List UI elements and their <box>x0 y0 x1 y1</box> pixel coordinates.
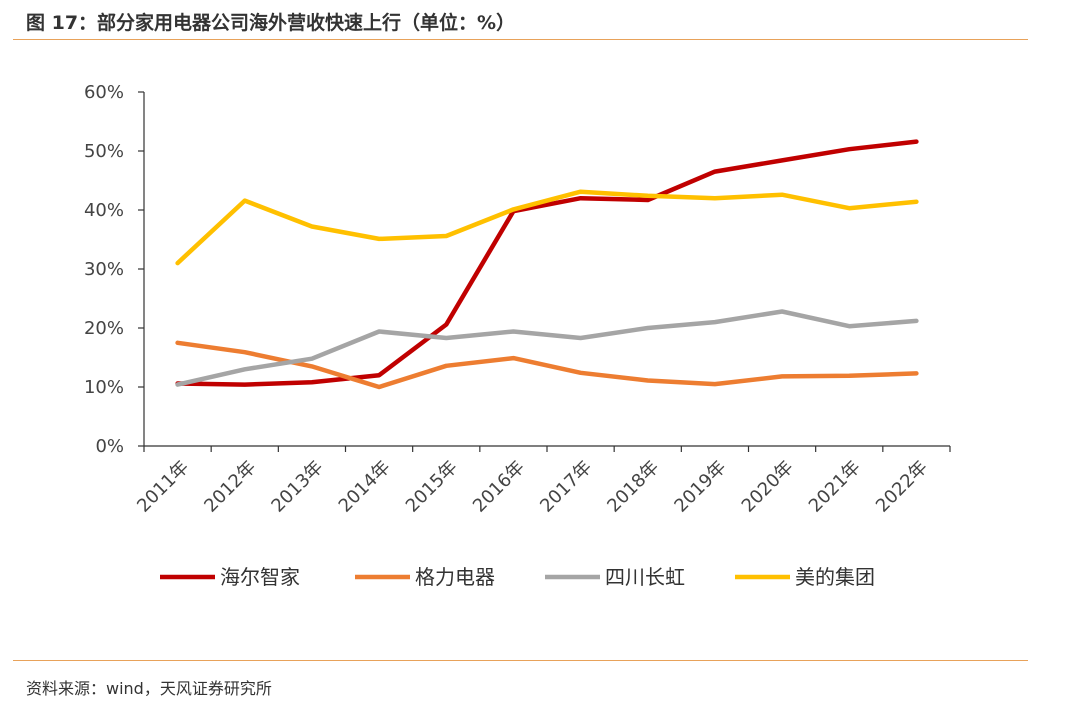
chart-series <box>175 139 919 390</box>
x-tick-label: 2022年 <box>872 457 932 517</box>
x-tick-label: 2021年 <box>805 457 865 517</box>
y-tick-label: 40% <box>84 200 124 221</box>
y-tick-label: 50% <box>84 141 124 162</box>
x-tick-label: 2012年 <box>200 457 260 517</box>
legend-label: 美的集团 <box>795 565 875 589</box>
series-line <box>175 340 919 390</box>
x-tick-label: 2017年 <box>536 457 596 517</box>
top-divider <box>13 39 1028 40</box>
x-tick-label: 2019年 <box>670 457 730 517</box>
y-tick-label: 60% <box>84 82 124 103</box>
x-tick-label: 2020年 <box>738 457 798 517</box>
source-note: 资料来源：wind，天风证券研究所 <box>26 679 272 698</box>
chart-axes: 0% 10% 20% 30% 40% 50% 60% 2011年 2012年 2013年 2014年… <box>84 82 951 517</box>
y-tick-label: 0% <box>95 436 124 457</box>
series-line <box>175 189 919 266</box>
y-tick-label: 30% <box>84 259 124 280</box>
x-tick-label: 2018年 <box>603 457 663 517</box>
y-tick-label: 20% <box>84 318 124 339</box>
x-tick-label: 2015年 <box>402 457 462 517</box>
chart-legend: 海尔智家 格力电器 四川长虹 美的集团 <box>160 565 875 589</box>
x-tick-label: 2011年 <box>133 457 193 517</box>
x-tick-label: 2016年 <box>469 457 529 517</box>
series-line <box>175 139 919 387</box>
x-tick-label: 2014年 <box>335 457 395 517</box>
legend-label: 海尔智家 <box>220 565 300 589</box>
legend-label: 格力电器 <box>415 565 495 589</box>
y-tick-label: 10% <box>84 377 124 398</box>
legend-label: 四川长虹 <box>605 565 685 589</box>
chart-title: 图 17：部分家用电器公司海外营收快速上行（单位：%） <box>26 12 516 34</box>
series-line <box>175 309 919 387</box>
bottom-divider <box>13 660 1028 661</box>
line-chart: 0% 10% 20% 30% 40% 50% 60% 2011年 2012年 2013年 2014年… <box>84 82 951 589</box>
x-tick-label: 2013年 <box>267 457 327 517</box>
